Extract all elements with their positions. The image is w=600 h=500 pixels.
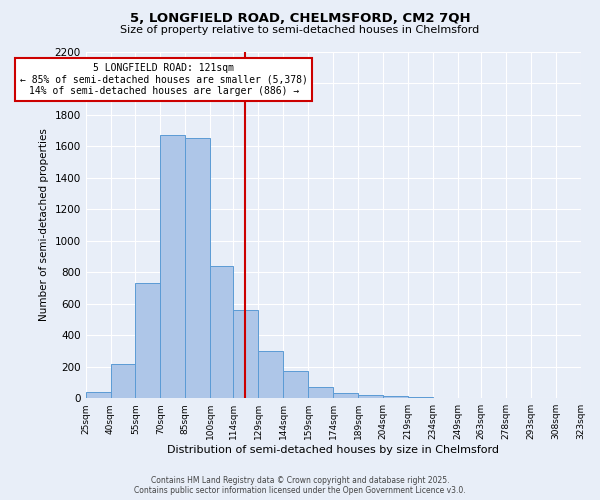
Bar — [259, 351, 283, 398]
Text: 5 LONGFIELD ROAD: 121sqm
← 85% of semi-detached houses are smaller (5,378)
14% o: 5 LONGFIELD ROAD: 121sqm ← 85% of semi-d… — [20, 62, 308, 96]
Bar — [86, 392, 110, 398]
Text: 5, LONGFIELD ROAD, CHELMSFORD, CM2 7QH: 5, LONGFIELD ROAD, CHELMSFORD, CM2 7QH — [130, 12, 470, 26]
Text: Contains HM Land Registry data © Crown copyright and database right 2025.
Contai: Contains HM Land Registry data © Crown c… — [134, 476, 466, 495]
Bar — [283, 370, 308, 398]
Bar — [383, 396, 408, 398]
Bar — [110, 364, 136, 398]
Bar — [160, 135, 185, 398]
Bar — [210, 266, 233, 398]
Bar — [185, 138, 210, 398]
Bar — [308, 387, 333, 398]
Y-axis label: Number of semi-detached properties: Number of semi-detached properties — [39, 128, 49, 322]
Bar — [136, 283, 160, 398]
Text: Size of property relative to semi-detached houses in Chelmsford: Size of property relative to semi-detach… — [121, 25, 479, 35]
X-axis label: Distribution of semi-detached houses by size in Chelmsford: Distribution of semi-detached houses by … — [167, 445, 499, 455]
Bar — [358, 395, 383, 398]
Bar — [333, 394, 358, 398]
Bar — [233, 310, 259, 398]
